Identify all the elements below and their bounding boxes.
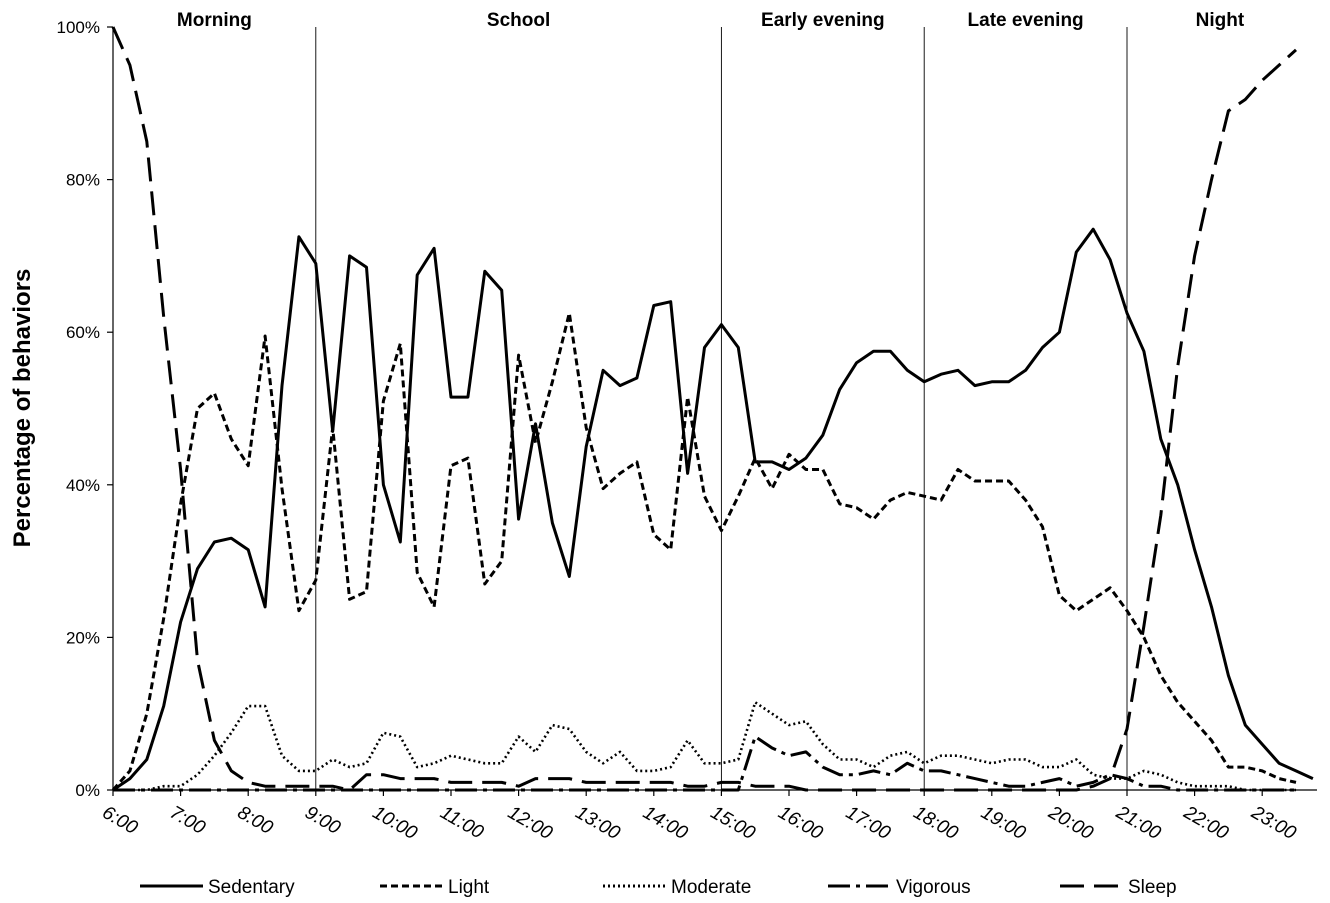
y-tick-label: 20% [66, 628, 100, 647]
period-labels: Morning School Early evening Late evening Ni… [177, 10, 1245, 31]
x-tick-label: 16:00 [775, 802, 827, 844]
x-ticks: 6:00 7:00 8:00 9:00 10:00 11:00 12:00 13:00 14:0… [99, 790, 1300, 844]
legend-label: Vigorous [896, 877, 971, 898]
x-tick-label: 20:00 [1044, 802, 1097, 845]
legend-label: Light [448, 877, 490, 898]
period-label: Morning [177, 10, 252, 31]
x-tick-label: 22:00 [1179, 802, 1232, 845]
legend-label: Moderate [671, 877, 751, 898]
period-label: School [487, 10, 550, 31]
x-tick-label: 17:00 [842, 802, 894, 844]
period-label: Early evening [761, 10, 885, 31]
series-line-sedentary [112, 227, 1314, 792]
x-tick-label: 9:00 [301, 802, 344, 839]
y-axis-label: Percentage of behaviors [9, 269, 36, 548]
period-label: Night [1196, 10, 1245, 31]
legend: Sedentary Light Moderate Vigorous Sleep [140, 877, 1177, 898]
y-tick-label: 40% [66, 476, 100, 495]
x-tick-label: 15:00 [707, 802, 759, 844]
y-tick-label: 100% [57, 18, 100, 37]
series-line-light [111, 311, 1297, 791]
x-tick-label: 8:00 [234, 802, 277, 839]
x-tick-label: 7:00 [166, 802, 209, 839]
x-tick-label: 11:00 [437, 802, 488, 843]
y-ticks: 0% 20% 40% 60% 80% 100% [57, 18, 113, 800]
series-lines [111, 26, 1314, 792]
x-tick-label: 13:00 [572, 802, 624, 844]
x-tick-label: 12:00 [504, 802, 556, 844]
x-tick-label: 14:00 [639, 802, 691, 844]
y-tick-label: 0% [75, 781, 100, 800]
legend-label: Sedentary [208, 877, 295, 898]
x-tick-label: 23:00 [1247, 802, 1300, 845]
series-line-sleep [111, 26, 1298, 792]
axes [112, 27, 1317, 791]
y-tick-label: 60% [66, 323, 100, 342]
x-tick-label: 21:00 [1112, 802, 1165, 845]
period-dividers [315, 27, 1128, 790]
y-tick-label: 80% [66, 171, 100, 190]
x-tick-label: 18:00 [910, 802, 962, 844]
series-line-vigorous [113, 735, 1296, 792]
period-label: Late evening [968, 10, 1084, 31]
x-tick-label: 6:00 [99, 802, 142, 839]
series-line-moderate [113, 701, 1296, 792]
legend-label: Sleep [1128, 877, 1177, 898]
x-tick-label: 19:00 [977, 802, 1029, 844]
x-tick-label: 10:00 [369, 802, 421, 844]
